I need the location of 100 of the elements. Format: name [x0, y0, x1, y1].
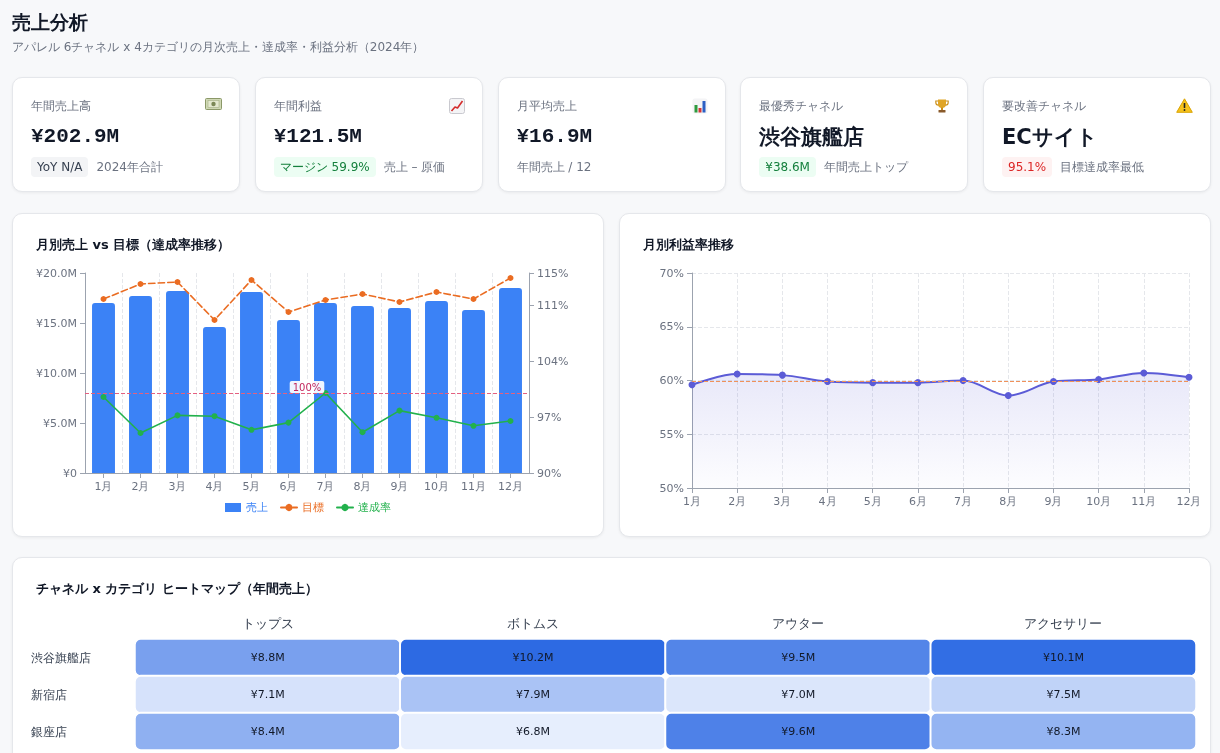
point	[100, 394, 107, 400]
text: 2024年合計	[96, 159, 163, 176]
legend-label: 目標	[302, 501, 324, 514]
data-label: ¥10.1M	[1042, 651, 1084, 664]
x-tick-label: 9月	[390, 480, 409, 493]
x-tick-label: 1月	[94, 480, 113, 493]
bar	[129, 296, 152, 473]
x-tick-label: 12月	[498, 480, 523, 493]
bar	[240, 292, 263, 473]
y2-tick-label: 111%	[537, 298, 569, 312]
legend-label: 売上	[246, 501, 268, 514]
x-tick-label: 1月	[683, 495, 701, 508]
x-tick-label: 2月	[131, 480, 150, 493]
bar	[388, 308, 411, 473]
text: 年間売上トップ	[823, 159, 908, 176]
y2-tick-label: 97%	[537, 410, 562, 424]
x-tick-label: 3月	[168, 480, 187, 493]
text: ECサイト	[1002, 124, 1098, 150]
point	[100, 296, 107, 302]
bar	[203, 327, 226, 473]
chart-title: 月別売上 vs 目標（達成率推移）	[35, 237, 231, 252]
y-tick-label: 70%	[659, 266, 684, 280]
text: 95.1%	[1002, 157, 1053, 177]
point	[433, 289, 440, 295]
x-tick-label: 6月	[279, 480, 298, 493]
text: ¥202.9M	[31, 124, 120, 150]
y-tick-label: ¥5.0M	[43, 416, 77, 430]
y2-tick-label: 115%	[537, 266, 569, 280]
data-label: ¥9.6M	[781, 725, 816, 738]
bar	[166, 291, 189, 473]
y-tick-label: ¥15.0M	[36, 316, 77, 330]
bar	[499, 288, 522, 473]
y-tick-label: ¥10.0M	[36, 366, 77, 380]
x-tick-label: 7月	[954, 495, 973, 508]
y-tick-label: 55%	[659, 427, 684, 441]
data-label: ¥10.2M	[512, 651, 554, 664]
point	[211, 413, 218, 420]
x-tick-label: ボトムス	[506, 616, 559, 631]
text: 要改善チャネル	[1002, 98, 1086, 114]
x-tick-label: 3月	[773, 495, 792, 508]
text: アパレル 6チャネル x 4カテゴリの月次売上・達成率・利益分析（2024年）	[12, 39, 425, 55]
data-label: ¥8.3M	[1046, 725, 1081, 738]
point	[1185, 373, 1193, 381]
point	[470, 296, 477, 302]
x-tick-label: 4月	[818, 495, 837, 508]
y-tick-label: ¥20.0M	[36, 266, 77, 280]
chart-title: チャネル x カテゴリ ヒートマップ（年間売上）	[36, 581, 318, 596]
text: 年間利益	[273, 98, 322, 114]
y-tick-label: 新宿店	[31, 687, 67, 702]
data-label: ¥7.1M	[250, 688, 285, 701]
y-tick-label: ¥0	[63, 466, 77, 480]
point	[322, 297, 329, 303]
text: ¥121.5M	[273, 124, 362, 150]
data-label: ¥7.0M	[781, 688, 816, 701]
point	[1004, 392, 1012, 400]
point	[396, 407, 403, 414]
bar	[92, 303, 115, 473]
point	[248, 426, 255, 433]
chart-title: 月別利益率推移	[642, 237, 734, 252]
x-tick-label: 10月	[1086, 495, 1112, 508]
x-tick-label: 7月	[316, 480, 335, 493]
x-tick-label: 10月	[424, 480, 449, 493]
point	[285, 309, 292, 315]
point	[1140, 369, 1148, 377]
point	[778, 371, 786, 379]
point	[137, 281, 144, 287]
point	[1095, 375, 1103, 383]
x-tick-label: 4月	[205, 480, 224, 493]
point	[733, 370, 741, 378]
data-label: ¥7.9M	[515, 688, 550, 701]
x-tick-label: アウター	[772, 616, 825, 631]
text: 最優秀チャネル	[759, 98, 844, 114]
point	[285, 419, 292, 426]
text: 年間売上高	[31, 98, 91, 114]
text: ¥16.9M	[516, 124, 593, 150]
text: 渋谷旗艦店	[759, 124, 865, 150]
y2-tick-label: 90%	[537, 466, 562, 480]
bar	[462, 310, 485, 473]
x-tick-label: 11月	[461, 480, 486, 493]
x-tick-label: 11月	[1131, 495, 1157, 508]
y2-tick-label: 104%	[537, 354, 569, 368]
x-tick-label: アクセサリー	[1024, 616, 1103, 631]
x-tick-label: 9月	[1044, 495, 1063, 508]
point	[174, 279, 181, 285]
point	[507, 275, 514, 281]
point	[359, 291, 366, 297]
bar	[425, 301, 448, 473]
point	[137, 430, 144, 436]
x-tick-label: 6月	[908, 495, 927, 508]
text: マージン 59.9%	[273, 157, 376, 177]
data-label: ¥9.5M	[781, 651, 816, 664]
y-tick-label: 60%	[659, 374, 684, 387]
text: ¥38.6M	[759, 157, 816, 177]
point	[507, 418, 514, 424]
text: 月平均売上	[516, 98, 577, 114]
x-tick-label: 2月	[728, 495, 747, 508]
x-tick-label: 5月	[242, 480, 261, 493]
text: 売上分析	[12, 10, 88, 34]
bar	[351, 306, 374, 473]
x-tick-label: 8月	[353, 480, 372, 493]
